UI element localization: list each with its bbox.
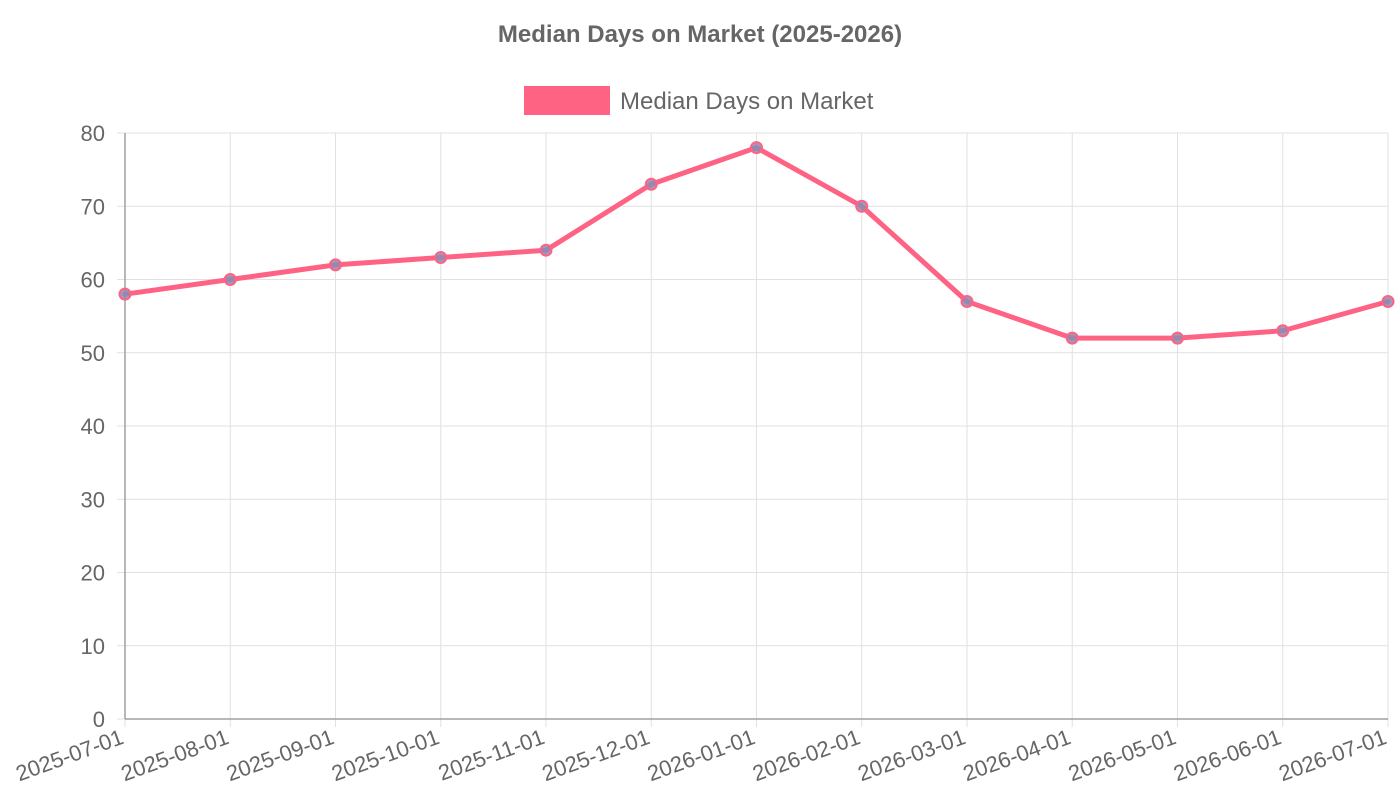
x-tick-label: 2026-07-01: [1275, 724, 1389, 786]
data-point[interactable]: [1381, 294, 1395, 308]
x-tick-label: 2025-11-01: [435, 724, 548, 785]
data-point[interactable]: [644, 177, 658, 191]
legend[interactable]: Median Days on Market: [524, 86, 874, 115]
y-tick-label: 80: [81, 121, 105, 146]
y-tick-label: 70: [81, 194, 105, 219]
legend-label[interactable]: Median Days on Market: [620, 88, 874, 115]
grid: [117, 132, 1389, 727]
x-tick-label: 2026-06-01: [1170, 724, 1284, 786]
x-tick-label: 2025-09-01: [223, 724, 337, 786]
data-point[interactable]: [118, 287, 132, 301]
data-point[interactable]: [750, 141, 763, 155]
y-tick-label: 40: [81, 414, 105, 439]
x-tick-label: 2025-10-01: [328, 724, 442, 786]
x-tick-label: 2026-01-01: [644, 724, 758, 786]
series-median-days: [118, 141, 1395, 345]
data-point[interactable]: [434, 251, 448, 265]
x-tick-label: 2026-02-01: [749, 724, 863, 786]
data-point[interactable]: [539, 243, 553, 257]
chart-title: Median Days on Market (2025-2026): [498, 21, 902, 48]
y-tick-label: 20: [81, 561, 105, 586]
data-point[interactable]: [223, 273, 237, 286]
legend-swatch[interactable]: [524, 86, 610, 115]
data-point[interactable]: [1171, 331, 1184, 345]
x-tick-label: 2025-07-01: [12, 724, 126, 786]
y-tick-label: 0: [93, 707, 105, 732]
y-axis-ticks: 0 10 20 30 40 50 60 70 80: [81, 121, 105, 732]
x-tick-label: 2026-03-01: [854, 724, 968, 786]
data-point[interactable]: [1065, 331, 1079, 345]
y-tick-label: 50: [81, 341, 105, 366]
data-point[interactable]: [855, 199, 869, 213]
data-point[interactable]: [329, 258, 342, 272]
x-tick-label: 2025-08-01: [118, 724, 232, 786]
y-tick-label: 60: [81, 268, 105, 293]
y-tick-label: 30: [81, 487, 105, 512]
data-point[interactable]: [960, 294, 974, 308]
x-axis-ticks: 2025-07-012025-08-012025-09-012025-10-01…: [12, 724, 1389, 786]
axes: [124, 133, 1388, 720]
x-tick-label: 2025-12-01: [539, 724, 653, 786]
x-tick-label: 2026-05-01: [1065, 724, 1179, 786]
x-tick-label: 2026-04-01: [960, 724, 1074, 786]
data-point[interactable]: [1276, 324, 1290, 338]
y-tick-label: 10: [81, 634, 105, 659]
